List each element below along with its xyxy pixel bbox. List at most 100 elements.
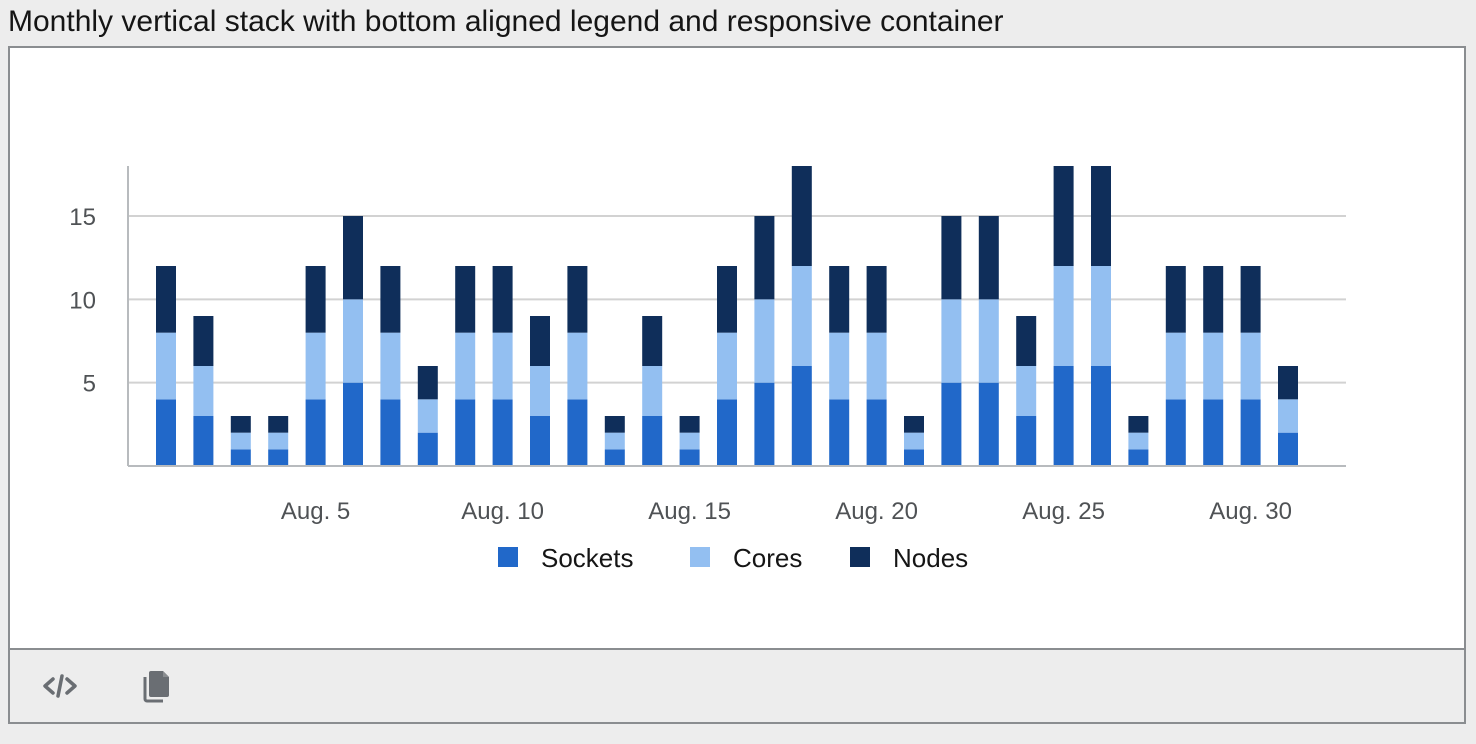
bar-segment-nodes[interactable] xyxy=(417,366,438,400)
bar-segment-cores[interactable] xyxy=(305,332,326,400)
bar-segment-cores[interactable] xyxy=(193,366,214,416)
bar-segment-nodes[interactable] xyxy=(679,416,700,433)
bar-segment-nodes[interactable] xyxy=(230,416,251,433)
bar-segment-nodes[interactable] xyxy=(1016,316,1037,366)
bar-segment-cores[interactable] xyxy=(754,299,775,383)
bar-segment-sockets[interactable] xyxy=(567,399,588,466)
bar-segment-cores[interactable] xyxy=(380,332,401,400)
bar-segment-sockets[interactable] xyxy=(1016,416,1037,466)
bar-segment-nodes[interactable] xyxy=(305,266,326,333)
bar-segment-sockets[interactable] xyxy=(1240,399,1261,466)
bar-segment-cores[interactable] xyxy=(417,399,438,433)
bar-segment-nodes[interactable] xyxy=(268,416,289,433)
x-tick-label: Aug. 25 xyxy=(1022,498,1105,525)
bar-segment-nodes[interactable] xyxy=(156,266,176,333)
bar-segment-cores[interactable] xyxy=(1091,266,1111,366)
bar-segment-sockets[interactable] xyxy=(455,399,476,466)
bar-segment-nodes[interactable] xyxy=(1203,266,1224,333)
view-code-button[interactable] xyxy=(38,664,82,708)
copy-code-button[interactable] xyxy=(134,664,178,708)
bar-segment-cores[interactable] xyxy=(791,266,812,366)
bar-segment-sockets[interactable] xyxy=(343,382,363,466)
bar-segment-cores[interactable] xyxy=(978,299,999,383)
bar-segment-cores[interactable] xyxy=(1240,332,1261,400)
bar-segment-nodes[interactable] xyxy=(1128,416,1149,433)
bar-segment-sockets[interactable] xyxy=(904,449,924,466)
bar-segment-nodes[interactable] xyxy=(866,266,887,333)
bar-segment-nodes[interactable] xyxy=(1053,166,1074,266)
bar-segment-sockets[interactable] xyxy=(380,399,401,466)
bar-segment-nodes[interactable] xyxy=(941,216,962,300)
bar-segment-sockets[interactable] xyxy=(1053,366,1074,466)
bar-segment-cores[interactable] xyxy=(567,332,588,400)
bar-segment-nodes[interactable] xyxy=(829,266,850,333)
bar-segment-cores[interactable] xyxy=(1278,399,1298,433)
bar-segment-nodes[interactable] xyxy=(1165,266,1186,333)
bar-segment-cores[interactable] xyxy=(866,332,887,400)
bar-segment-nodes[interactable] xyxy=(530,316,550,366)
bar-segment-sockets[interactable] xyxy=(791,366,812,466)
bar-segment-sockets[interactable] xyxy=(829,399,850,466)
bar-segment-sockets[interactable] xyxy=(866,399,887,466)
bar-segment-sockets[interactable] xyxy=(193,416,214,466)
bar-segment-nodes[interactable] xyxy=(343,216,363,300)
bar-segment-sockets[interactable] xyxy=(1278,432,1298,466)
bar-segment-sockets[interactable] xyxy=(978,382,999,466)
bar-segment-cores[interactable] xyxy=(604,432,625,450)
bar-segment-sockets[interactable] xyxy=(1128,449,1149,466)
bar-segment-cores[interactable] xyxy=(156,332,176,400)
bar-segment-nodes[interactable] xyxy=(1240,266,1261,333)
bar-segment-nodes[interactable] xyxy=(1278,366,1298,400)
bar-segment-sockets[interactable] xyxy=(530,416,550,466)
bar-segment-nodes[interactable] xyxy=(492,266,513,333)
bar-segment-nodes[interactable] xyxy=(604,416,625,433)
y-tick-label: 10 xyxy=(69,287,96,314)
bar-segment-nodes[interactable] xyxy=(193,316,214,366)
bar-segment-cores[interactable] xyxy=(904,432,924,450)
bar-segment-cores[interactable] xyxy=(492,332,513,400)
bar-segment-cores[interactable] xyxy=(1165,332,1186,400)
bar-segment-sockets[interactable] xyxy=(1091,366,1111,466)
bar-segment-nodes[interactable] xyxy=(567,266,588,333)
bar-segment-nodes[interactable] xyxy=(642,316,663,366)
bar-segment-cores[interactable] xyxy=(1128,432,1149,450)
legend: Sockets Cores Nodes xyxy=(498,543,968,573)
bar-segment-sockets[interactable] xyxy=(492,399,513,466)
bar-segment-cores[interactable] xyxy=(1016,366,1037,416)
bar-segment-cores[interactable] xyxy=(530,366,550,416)
bar-segment-cores[interactable] xyxy=(1053,266,1074,366)
bar-segment-sockets[interactable] xyxy=(305,399,326,466)
bar-segment-sockets[interactable] xyxy=(679,449,700,466)
bar-segment-cores[interactable] xyxy=(679,432,700,450)
bar-segment-sockets[interactable] xyxy=(604,449,625,466)
bar-segment-cores[interactable] xyxy=(717,332,737,400)
bar-segment-sockets[interactable] xyxy=(156,399,176,466)
bar-segment-cores[interactable] xyxy=(1203,332,1224,400)
bar-segment-cores[interactable] xyxy=(642,366,663,416)
bar-segment-sockets[interactable] xyxy=(941,382,962,466)
bar-segment-nodes[interactable] xyxy=(791,166,812,266)
bar-segment-nodes[interactable] xyxy=(380,266,401,333)
bar-segment-sockets[interactable] xyxy=(1203,399,1224,466)
bar-segment-cores[interactable] xyxy=(230,432,251,450)
bar-segment-sockets[interactable] xyxy=(417,432,438,466)
bar-segment-sockets[interactable] xyxy=(268,449,289,466)
bar-segment-nodes[interactable] xyxy=(978,216,999,300)
code-icon xyxy=(43,674,77,698)
bar-segment-nodes[interactable] xyxy=(904,416,924,433)
bar-segment-cores[interactable] xyxy=(268,432,289,450)
bar-segment-cores[interactable] xyxy=(455,332,476,400)
bar-segment-nodes[interactable] xyxy=(455,266,476,333)
bar-segment-sockets[interactable] xyxy=(717,399,737,466)
bar-segment-nodes[interactable] xyxy=(754,216,775,300)
bar-segment-nodes[interactable] xyxy=(1091,166,1111,266)
bar-segment-sockets[interactable] xyxy=(230,449,251,466)
bar-segment-cores[interactable] xyxy=(829,332,850,400)
bar-segment-cores[interactable] xyxy=(343,299,363,383)
bar-segment-cores[interactable] xyxy=(941,299,962,383)
bar-segment-sockets[interactable] xyxy=(1165,399,1186,466)
bar-segment-sockets[interactable] xyxy=(754,382,775,466)
bar-segment-sockets[interactable] xyxy=(642,416,663,466)
x-tick-label: Aug. 10 xyxy=(461,498,544,525)
bar-segment-nodes[interactable] xyxy=(717,266,737,333)
